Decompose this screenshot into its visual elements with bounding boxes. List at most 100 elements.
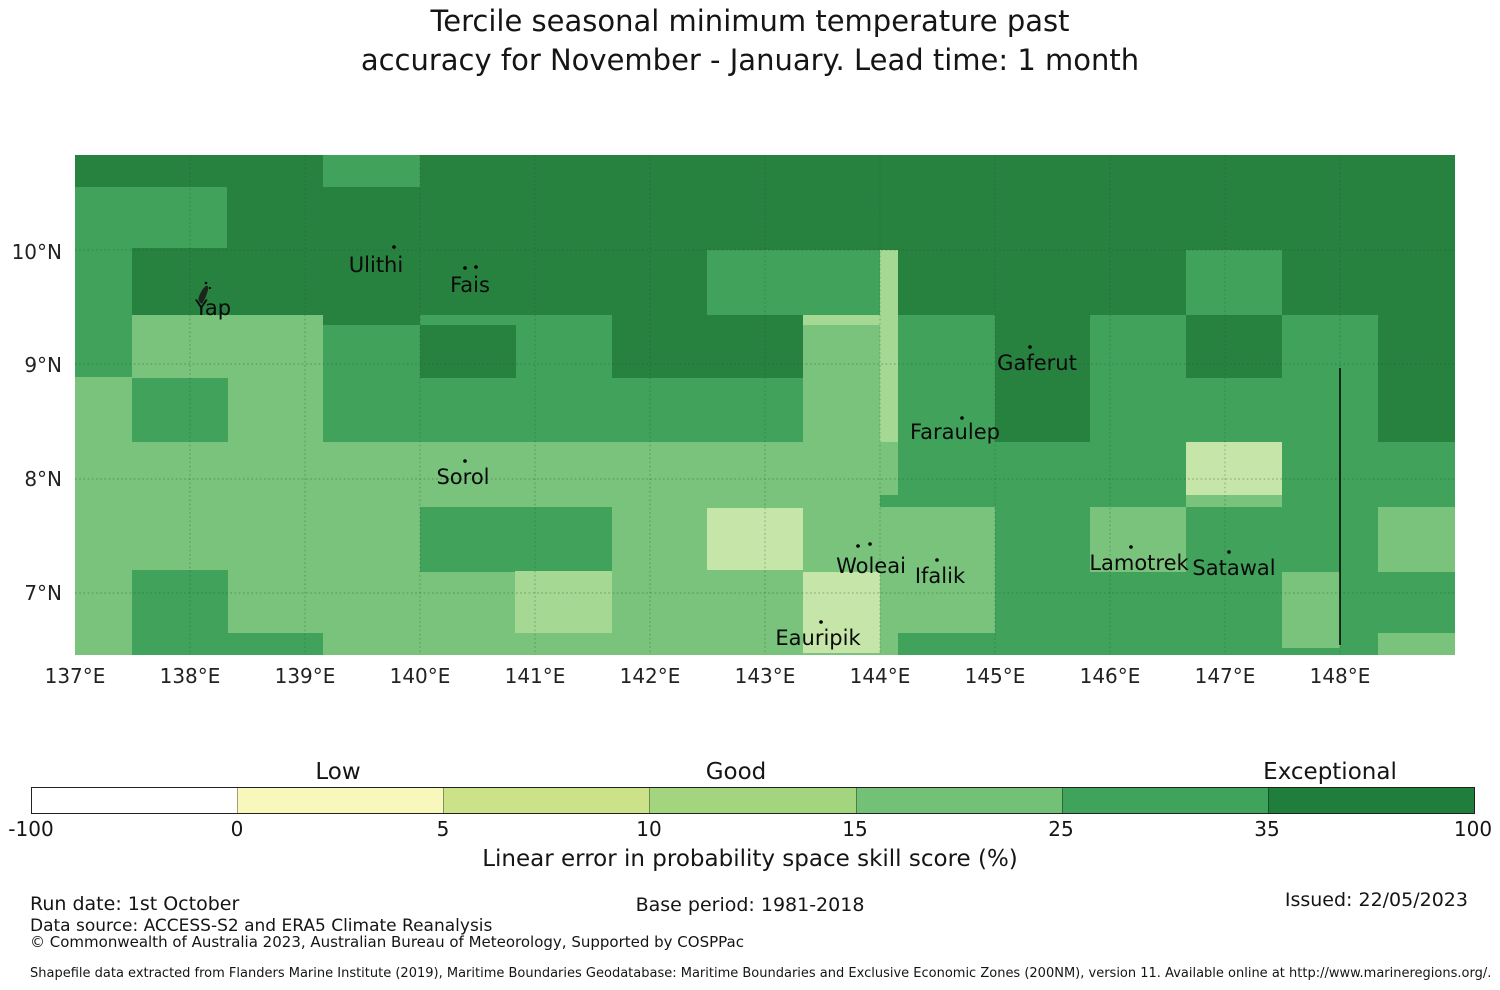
island-label: Ulithi [349,253,403,277]
colorbar-tick-label: 10 [636,817,662,841]
colorbar-tick-label: 15 [842,817,868,841]
map-cell [228,633,323,655]
island-marker-dot [1028,345,1032,349]
island-marker-dot [1227,550,1231,554]
map-cell [1378,633,1455,655]
lon-tick-label: 142°E [619,664,681,688]
island-marker-dot [1129,545,1133,549]
map-cell [420,507,612,572]
island-marker-dot [868,542,872,546]
map-cell [1090,507,1186,572]
lat-tick-label: 10°N [11,240,62,264]
island-label: Fais [450,273,490,297]
lon-tick-label: 144°E [849,664,911,688]
map-cell [132,315,323,325]
island-marker-dot [474,265,478,269]
lat-tick-label: 9°N [24,353,62,377]
map-cell [995,325,1090,442]
map-cell [1090,315,1186,325]
map-cell [1186,495,1282,507]
map-cell [132,378,228,442]
map-cell [898,325,995,507]
map-cell [132,570,228,655]
map-cell [323,325,420,442]
map-cell [707,250,880,315]
chart-title-line1: Tercile seasonal minimum temperature pas… [430,4,1070,38]
island-label: Eauripik [775,626,861,650]
island-label: Lamotrek [1089,551,1189,575]
map-cell [880,325,898,442]
map-cell [1378,325,1455,442]
colorbar-segment [855,788,1062,813]
map-cell [880,495,995,507]
colorbar-tick-label: 100 [1453,817,1493,841]
data-source-text: Data source: ACCESS-S2 and ERA5 Climate … [30,916,493,936]
colorbar-segment [649,788,856,813]
map-cell [1282,315,1378,325]
colorbar-tick-label: 5 [436,817,450,841]
island-label: Woleai [836,554,906,578]
map-cell [707,508,803,570]
lon-tick-label: 145°E [964,664,1026,688]
issued-text: Issued: 22/05/2023 [1284,889,1468,911]
colorbar-category-label: Good [705,759,767,785]
colorbar-category-label: Low [315,759,361,785]
map-cell [995,442,1186,495]
chart-title: Tercile seasonal minimum temperature pas… [0,2,1500,80]
colorbar-segment [1267,788,1474,813]
colorbar-tick-label: 25 [1048,817,1074,841]
island-marker-dot [856,544,860,548]
copyright-text: © Commonwealth of Australia 2023, Austra… [30,933,744,951]
map-cell [1186,442,1282,495]
lon-tick-label: 139°E [274,664,336,688]
colorbar-tick-label: 35 [1254,817,1280,841]
colorbar-segment [32,788,238,813]
map-cell [516,325,612,442]
island-marker-dot [960,416,964,420]
shapefile-credit-text: Shapefile data extracted from Flanders M… [30,966,1492,981]
map-cell [1282,325,1378,442]
map-cell [1186,250,1282,315]
map-cell [898,633,995,655]
map-svg: Yap Ulithi Fais Sorol Gaferut Faraulep Woleai I… [75,155,1500,655]
lon-tick-label: 138°E [159,664,221,688]
colorbar-axis-label: Linear error in probability space skill … [482,846,1018,872]
colorbar [31,787,1475,814]
map-cell [803,315,880,325]
yap-island-glyph [198,285,209,304]
island-label: Gaferut [997,351,1077,375]
map-cell [75,248,132,377]
map-cell [1186,325,1282,378]
lat-tick-label: 8°N [24,467,62,491]
run-date-text: Run date: 1st October [30,893,240,915]
lat-tick-label: 7°N [24,581,62,605]
island-marker-dot [208,286,212,290]
map-cell [612,378,803,442]
map-cell [323,155,420,187]
island-label: Ifalik [915,564,966,588]
island-label: Sorol [436,465,489,489]
lon-tick-label: 143°E [734,664,796,688]
island-marker-dot [463,266,467,270]
lon-tick-label: 137°E [44,664,106,688]
map-cell [612,325,803,378]
map-cell [75,187,227,248]
island-label: Yap [194,296,231,320]
map-cell [535,315,612,325]
island-marker-dot [204,281,208,285]
map-cell [515,571,612,633]
map-cell [898,315,995,325]
colorbar-segment [1061,788,1268,813]
lon-tick-label: 148°E [1309,664,1371,688]
lon-tick-label: 140°E [389,664,451,688]
map-cell [1378,507,1455,572]
map-cell [1186,378,1282,442]
colorbar-segment [443,788,650,813]
colorbar-tick-label: -100 [8,817,54,841]
lon-tick-label: 146°E [1079,664,1141,688]
lon-tick-label: 141°E [504,664,566,688]
island-label: Satawal [1192,556,1275,580]
map-cell [420,315,535,325]
map-canvas: Yap Ulithi Fais Sorol Gaferut Faraulep Woleai I… [75,155,1500,655]
map-cell [420,325,516,378]
